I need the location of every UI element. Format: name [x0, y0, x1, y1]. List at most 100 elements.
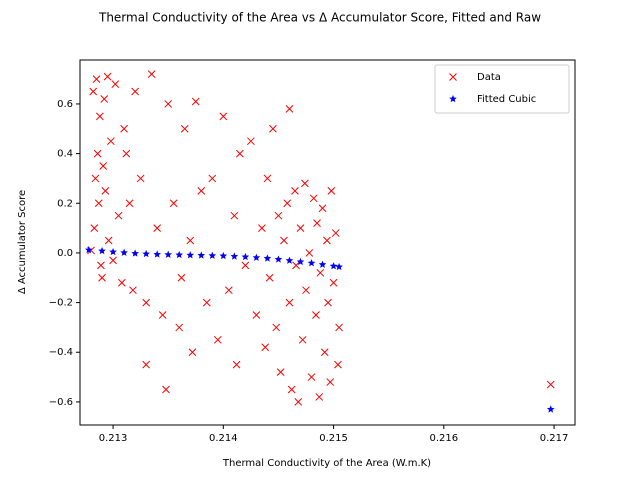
x-marker — [90, 224, 99, 232]
x-stroke — [90, 224, 99, 232]
x-stroke — [94, 199, 103, 208]
y-tick-label: −0.4 — [49, 347, 73, 358]
x-tick-label: 0.214 — [209, 433, 238, 444]
star-marker — [230, 252, 239, 260]
star-marker — [85, 245, 93, 254]
x-marker — [272, 323, 281, 332]
x-stroke — [153, 224, 162, 232]
x-marker — [287, 385, 296, 394]
x-stroke — [323, 236, 331, 245]
x-stroke — [320, 348, 329, 357]
x-stroke — [315, 393, 324, 401]
x-stroke — [202, 298, 211, 307]
x-stroke — [292, 261, 300, 270]
x-stroke — [109, 256, 117, 265]
x-marker — [313, 219, 321, 227]
x-stroke — [120, 124, 128, 133]
x-marker — [147, 70, 156, 79]
star-marker — [274, 255, 283, 263]
star-marker — [263, 254, 272, 262]
x-stroke — [114, 211, 123, 220]
x-stroke — [274, 211, 283, 220]
x-stroke — [91, 174, 100, 183]
star-marker — [197, 251, 206, 259]
x-marker — [91, 174, 100, 183]
x-marker — [103, 72, 112, 81]
x-stroke — [265, 273, 274, 282]
x-stroke — [331, 229, 340, 237]
x-stroke — [305, 249, 314, 257]
x-marker — [261, 343, 270, 352]
x-stroke — [327, 187, 336, 195]
x-marker — [97, 261, 105, 270]
x-stroke — [197, 187, 206, 195]
x-marker — [296, 224, 305, 232]
x-marker — [307, 373, 316, 381]
star-marker — [98, 246, 106, 255]
x-stroke — [180, 124, 189, 133]
x-stroke — [285, 105, 294, 113]
x-marker — [274, 211, 283, 220]
x-marker — [224, 286, 233, 295]
star-marker — [131, 249, 139, 257]
x-marker — [213, 335, 222, 344]
x-stroke — [142, 360, 151, 369]
x-stroke — [247, 137, 255, 146]
star-marker — [219, 251, 228, 260]
x-marker — [93, 149, 102, 158]
x-stroke — [147, 70, 156, 79]
x-stroke — [100, 95, 109, 103]
star-marker — [252, 253, 261, 261]
x-stroke — [158, 311, 167, 319]
x-stroke — [230, 211, 239, 220]
x-stroke — [89, 87, 98, 96]
x-marker — [180, 124, 189, 133]
x-stroke — [309, 194, 318, 203]
x-marker — [177, 273, 186, 282]
star-marker — [296, 257, 305, 266]
x-stroke — [104, 236, 113, 245]
star-marker — [335, 262, 343, 271]
star-marker — [546, 405, 555, 413]
x-marker — [162, 385, 170, 394]
x-marker — [546, 380, 555, 389]
x-marker — [334, 360, 342, 369]
x-marker — [320, 348, 329, 357]
x-marker — [309, 194, 318, 203]
x-marker — [118, 278, 126, 287]
x-stroke — [301, 179, 309, 188]
x-stroke — [208, 174, 217, 183]
x-stroke — [316, 268, 325, 277]
x-marker — [202, 298, 211, 307]
x-marker — [241, 261, 250, 270]
x-stroke — [449, 73, 457, 81]
x-stroke — [122, 149, 131, 158]
x-axis-label: Thermal Conductivity of the Area (W.m.K) — [222, 458, 431, 469]
x-marker — [101, 187, 110, 195]
x-marker — [269, 124, 277, 133]
x-marker — [302, 286, 310, 295]
x-marker — [258, 224, 266, 232]
star-marker — [109, 247, 117, 256]
x-marker — [158, 311, 167, 319]
x-stroke — [294, 398, 303, 406]
x-stroke — [118, 278, 126, 287]
x-marker — [318, 204, 327, 213]
x-stroke — [287, 385, 296, 394]
x-marker — [327, 187, 336, 195]
x-stroke — [87, 246, 95, 255]
x-marker — [142, 298, 151, 307]
star-marker — [318, 260, 327, 268]
x-marker — [98, 273, 106, 282]
x-stroke — [213, 335, 222, 344]
x-marker — [449, 73, 457, 81]
star-marker — [175, 250, 184, 259]
x-marker — [125, 199, 134, 208]
x-marker — [323, 236, 331, 245]
star-marker — [285, 256, 294, 264]
x-stroke — [236, 149, 244, 158]
x-marker — [100, 95, 109, 103]
star-marker — [329, 262, 338, 270]
x-stroke — [324, 298, 332, 307]
